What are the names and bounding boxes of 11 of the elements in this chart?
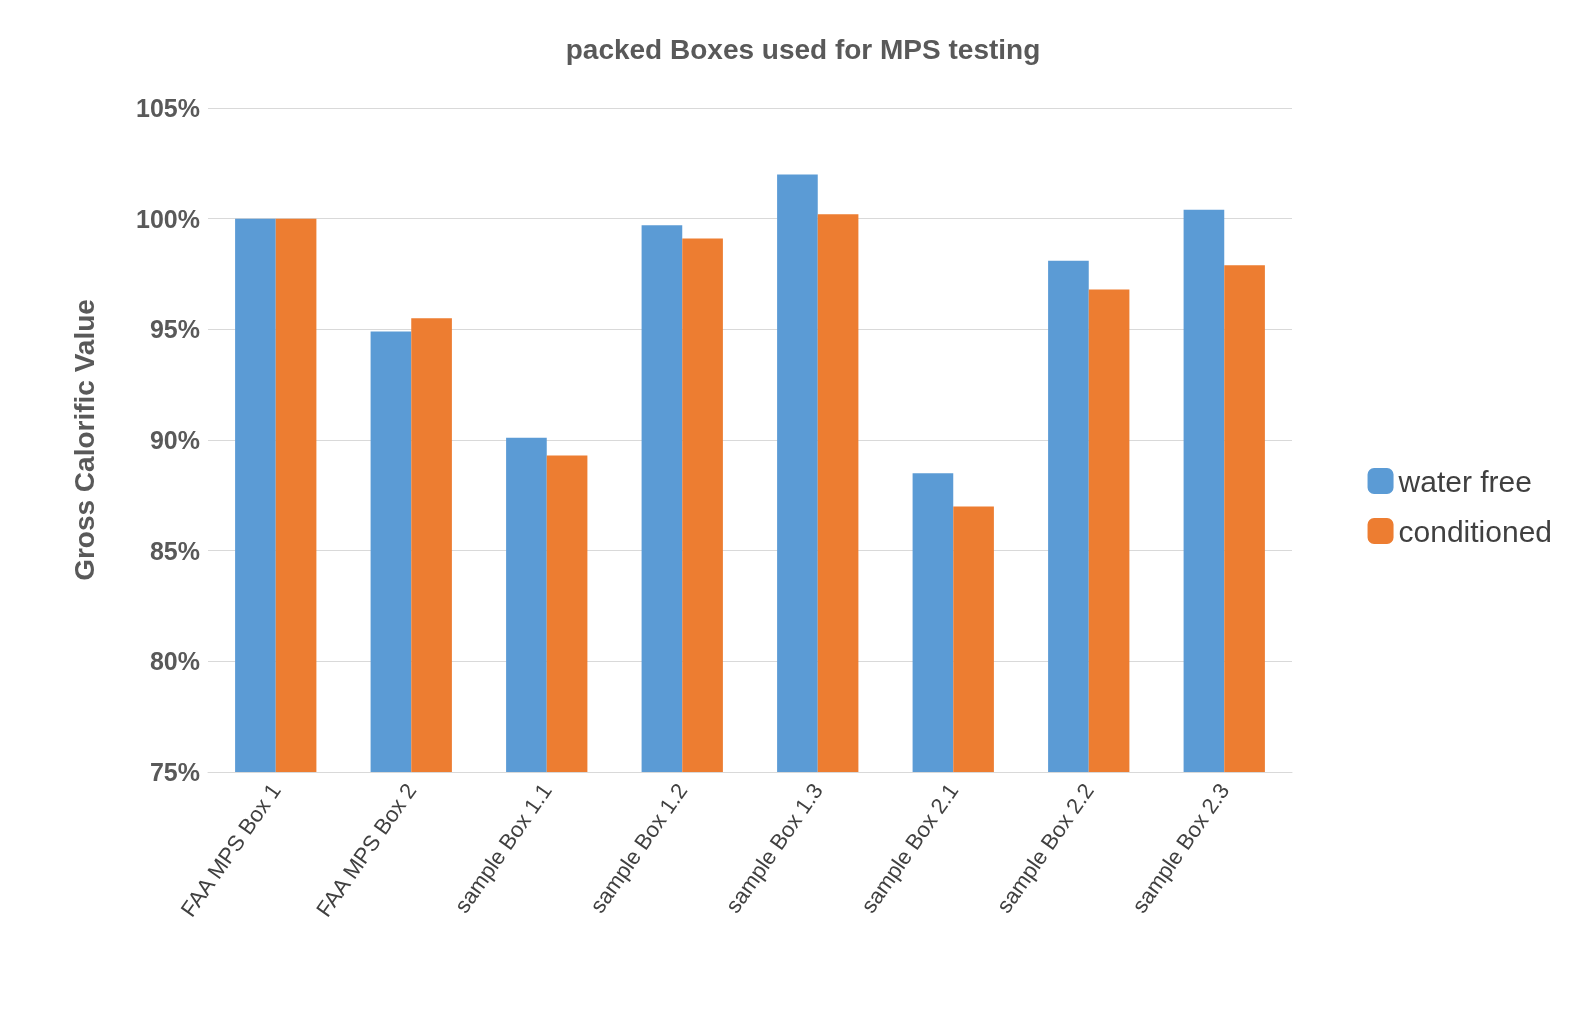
y-tick-label: 90% xyxy=(149,426,200,454)
y-tick-label: 80% xyxy=(149,647,200,676)
y-tick-label: 95% xyxy=(149,315,200,344)
legend-label: water free xyxy=(1397,464,1532,498)
chart-title: packed Boxes used for MPS testing xyxy=(565,33,1041,65)
legend-label: conditioned xyxy=(1398,514,1553,548)
y-tick-label: 105% xyxy=(136,94,200,122)
y-tick-label: 85% xyxy=(149,536,200,565)
y-tick-label: 75% xyxy=(149,758,200,786)
y-axis-title: Gross Calorific Value xyxy=(68,299,100,581)
y-tick-label: 100% xyxy=(136,204,200,233)
